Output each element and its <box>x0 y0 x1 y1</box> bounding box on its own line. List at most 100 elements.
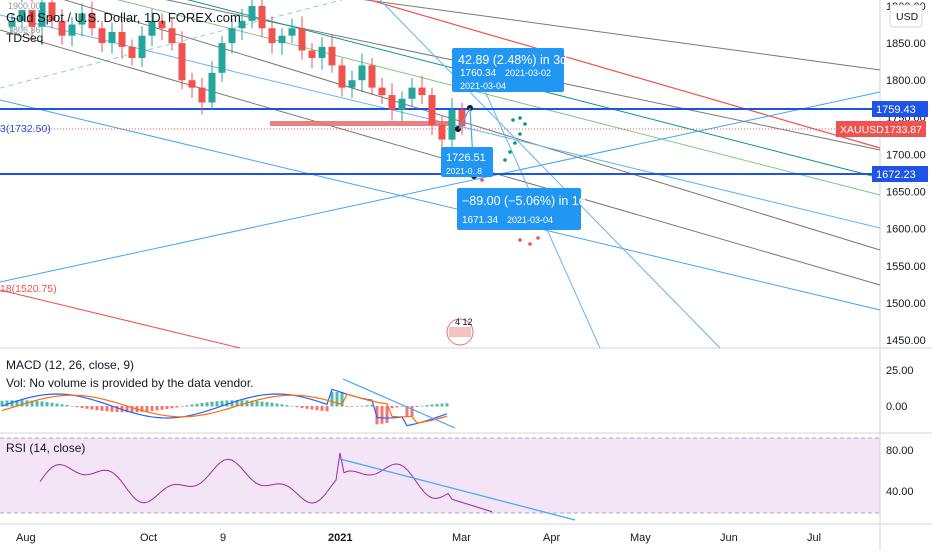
macd-histogram-bar <box>115 406 119 413</box>
macd-histogram-bar <box>425 405 429 407</box>
left-level-label-2: 18(1520.75) <box>0 283 57 295</box>
indicator-tdseq[interactable]: TDSeq <box>6 31 43 45</box>
candle-body <box>198 87 206 103</box>
macd-histogram-bar <box>5 400 9 407</box>
macd-histogram-bar <box>0 400 4 407</box>
macd-histogram-bar <box>415 406 419 407</box>
macd-histogram-bar <box>360 405 364 407</box>
candle-body <box>228 28 236 44</box>
price-tag-upper-text: 1759.43 <box>876 104 916 116</box>
measure-leg <box>458 107 471 130</box>
time-axis[interactable]: Aug Oct 9 2021 Mar Apr May Jun Jul <box>16 532 821 544</box>
candle-body <box>398 98 406 110</box>
channel-line-gray <box>362 0 881 71</box>
price-tag-current[interactable]: XAUUSD 1733.87 <box>836 121 926 137</box>
channel-line-blue <box>0 99 881 311</box>
macd-histogram-bar <box>30 400 34 407</box>
macd-histogram-bar <box>105 406 109 412</box>
macd-histogram-bar <box>390 406 394 409</box>
macd-histogram-bar <box>405 406 409 417</box>
macd-histogram-bar <box>210 401 214 407</box>
price-tick-label: 1550.00 <box>886 261 926 273</box>
price-tag-lower[interactable]: 1672.23 <box>872 166 928 182</box>
macd-histogram-bar <box>330 391 334 407</box>
macd-axis-zero: 0.00 <box>886 401 907 413</box>
candle-body <box>248 6 256 21</box>
macd-histogram-bar <box>175 406 179 408</box>
price-tick-label: 1850.00 <box>886 38 926 50</box>
macd-histogram-bar <box>350 406 354 407</box>
candle-body <box>158 20 166 29</box>
macd-histogram-bar <box>80 406 84 409</box>
candle-body <box>448 109 456 140</box>
price-tag-upper[interactable]: 1759.43 <box>872 101 928 117</box>
rsi-title[interactable]: RSI (14, close) <box>6 441 85 455</box>
rsi-trendline <box>339 458 576 521</box>
macd-histogram-bar <box>345 406 349 407</box>
measure-up-title: 42.89 (2.48%) in 3d <box>458 53 567 67</box>
measure-box-low[interactable]: 1726.51 2021-0..8 <box>441 147 493 177</box>
price-tick-label: 1650.00 <box>886 187 926 199</box>
channel-line-red <box>369 0 881 149</box>
macd-histogram-bar <box>155 406 159 411</box>
candle-body <box>138 35 146 58</box>
macd-histogram-bar <box>220 400 224 407</box>
price-tag-lower-text: 1672.23 <box>876 169 916 181</box>
macd-histogram-bar <box>95 406 99 411</box>
currency-button[interactable]: USD <box>889 4 923 28</box>
measure-box-down[interactable]: −89.00 (−5.06%) in 1d 1671.34 2021-03-04 <box>457 188 586 230</box>
price-tick-label: 1700.00 <box>886 149 926 161</box>
macd-histogram-bar <box>335 391 339 407</box>
candle-body <box>28 9 36 27</box>
time-tick-label: Oct <box>140 532 157 544</box>
candle-body <box>128 46 136 58</box>
candle-body <box>68 24 76 36</box>
macd-histogram-bar <box>35 401 39 407</box>
macd-histogram-bar <box>285 405 289 407</box>
macd-histogram-bar <box>410 406 414 417</box>
macd-histogram-bar <box>150 406 154 411</box>
candle-body <box>258 6 266 29</box>
channel-line-lightgreen <box>117 0 881 196</box>
candle-body <box>438 124 446 140</box>
macd-histogram-bar <box>310 406 314 410</box>
macd-title[interactable]: MACD (12, 26, close, 9) <box>6 358 134 372</box>
macd-axis-high: 25.00 <box>886 365 914 377</box>
macd-histogram-bar <box>400 406 404 407</box>
macd-histogram-bar <box>75 406 79 408</box>
macd-histogram-bar <box>430 404 434 407</box>
candle-body <box>358 65 366 81</box>
time-tick-label: Jul <box>807 532 821 544</box>
macd-histogram-bar <box>325 406 329 412</box>
macd-histogram-bar <box>180 406 184 407</box>
candle-body <box>168 28 176 44</box>
candle-body <box>458 109 466 127</box>
measure-box-up[interactable]: 42.89 (2.48%) in 3d 1760.34 2021-03-02 2… <box>452 48 567 92</box>
candle-body <box>388 95 396 110</box>
top-stub-1: 1900.00 <box>8 1 41 11</box>
price-tick-label: 1600.00 <box>886 224 926 236</box>
measure-down-title: −89.00 (−5.06%) in 1d <box>462 194 586 208</box>
macd-histogram-bar <box>190 404 194 407</box>
macd-histogram-bar <box>15 400 19 407</box>
macd-histogram-bar <box>240 400 244 407</box>
time-tick-label: 2021 <box>328 532 352 544</box>
left-level-label-1: 3(1732.50) <box>0 123 51 135</box>
candle-body <box>268 28 276 44</box>
macd-histogram-bar <box>375 406 379 425</box>
time-tick-label: Apr <box>543 532 560 544</box>
candle-body <box>348 80 356 88</box>
macd-histogram-bar <box>370 404 374 407</box>
symbol-title[interactable]: Gold Spot / U.S. Dollar, 1D, FOREX.com <box>6 10 241 25</box>
macd-histogram-bar <box>65 405 69 407</box>
rsi-axis-high: 80.00 <box>886 445 914 457</box>
event-flag-icon[interactable]: 4 12 <box>446 317 474 346</box>
macd-histogram-bar <box>195 403 199 407</box>
macd-histogram-bar <box>90 406 94 410</box>
measure-down-price: 1671.34 <box>462 215 499 226</box>
macd-histogram-bar <box>140 406 144 412</box>
candle-body <box>298 28 306 51</box>
macd-histogram-bar <box>235 400 239 407</box>
